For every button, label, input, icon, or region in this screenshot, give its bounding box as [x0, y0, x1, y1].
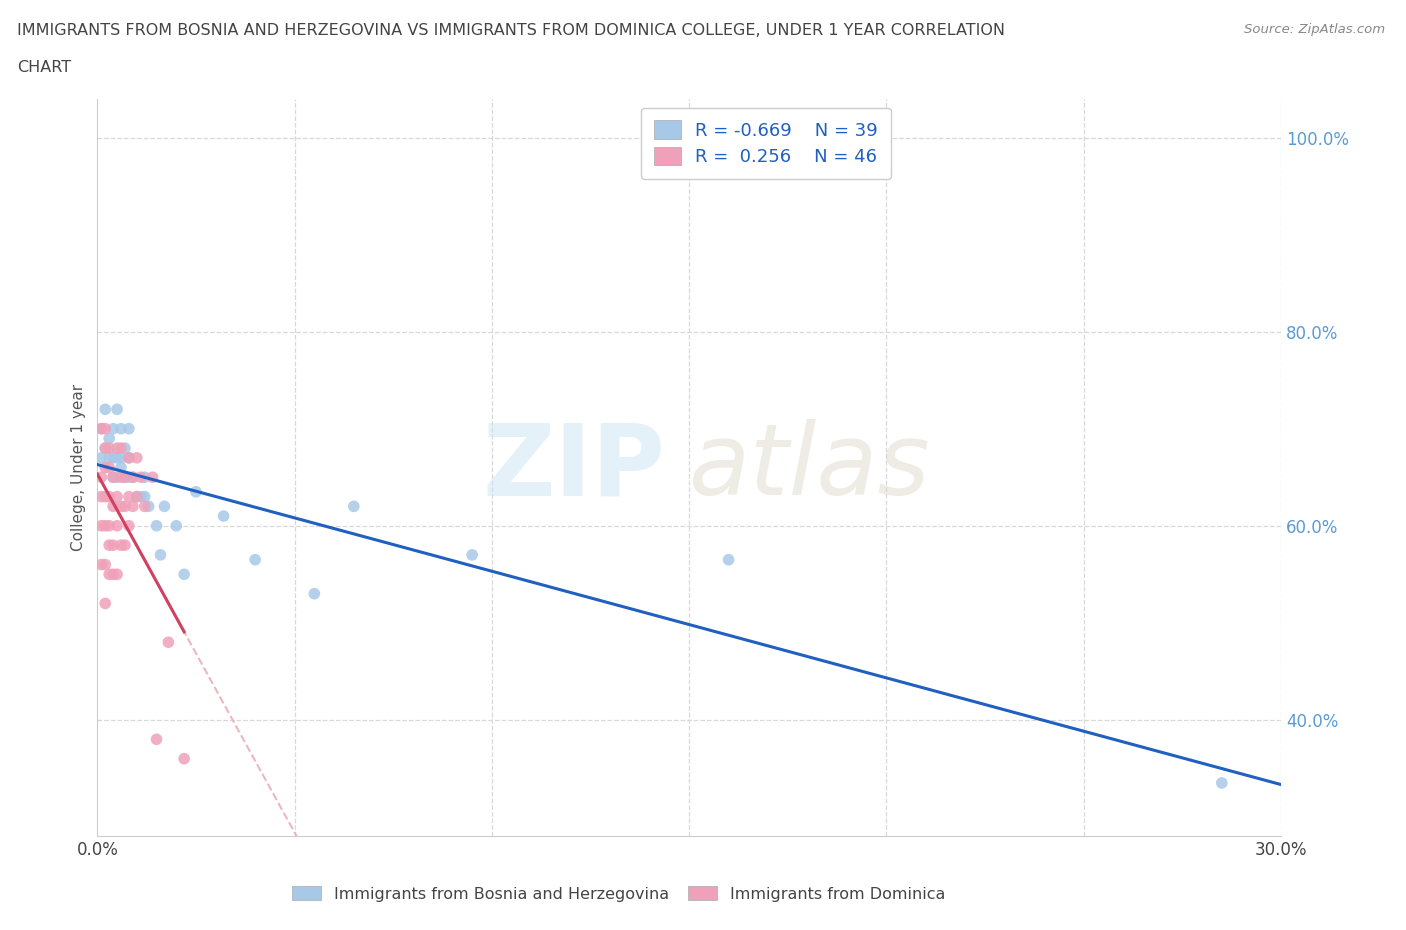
Text: atlas: atlas [689, 419, 931, 516]
Point [110, 450, 132, 465]
Point [129, 489, 152, 504]
Point [90, 470, 112, 485]
Point [94, 557, 117, 572]
Point [105, 489, 128, 504]
Point [118, 421, 141, 436]
Point [243, 552, 266, 567]
Point [98, 518, 121, 533]
Point [90, 518, 112, 533]
Point [110, 498, 132, 513]
Point [129, 470, 152, 485]
Point [90, 450, 112, 465]
Point [118, 470, 141, 485]
Point [343, 498, 366, 513]
Text: ZIP: ZIP [482, 419, 665, 516]
Point [90, 421, 112, 436]
Point [461, 548, 484, 563]
Point [304, 586, 326, 601]
Point [134, 498, 156, 513]
Point [90, 489, 112, 504]
Point [101, 538, 124, 552]
Point [212, 509, 235, 524]
Point [125, 450, 148, 465]
Point [105, 567, 128, 582]
Point [101, 470, 124, 485]
Point [105, 518, 128, 533]
Point [145, 518, 167, 533]
Point [118, 489, 141, 504]
Point [125, 489, 148, 504]
Point [138, 498, 160, 513]
Point [101, 498, 124, 513]
Point [105, 470, 128, 485]
Point [110, 460, 132, 475]
Point [157, 635, 180, 650]
Point [94, 402, 117, 417]
Point [1211, 776, 1233, 790]
Point [94, 441, 117, 456]
Point [90, 557, 112, 572]
Point [125, 489, 148, 504]
Point [98, 567, 121, 582]
Text: Source: ZipAtlas.com: Source: ZipAtlas.com [1244, 23, 1385, 36]
Point [90, 421, 112, 436]
Point [121, 470, 143, 485]
Point [121, 498, 143, 513]
Point [94, 596, 117, 611]
Point [121, 470, 143, 485]
Y-axis label: College, Under 1 year: College, Under 1 year [72, 384, 86, 551]
Point [110, 538, 132, 552]
Point [165, 518, 187, 533]
Point [98, 431, 121, 445]
Point [173, 567, 195, 582]
Point [94, 489, 117, 504]
Point [101, 421, 124, 436]
Point [98, 441, 121, 456]
Legend: R = -0.669    N = 39, R =  0.256    N = 46: R = -0.669 N = 39, R = 0.256 N = 46 [641, 108, 891, 179]
Point [134, 489, 156, 504]
Point [118, 518, 141, 533]
Point [149, 548, 172, 563]
Text: CHART: CHART [17, 60, 70, 75]
Point [98, 538, 121, 552]
Point [142, 470, 165, 485]
Point [98, 489, 121, 504]
Point [114, 470, 136, 485]
Point [101, 567, 124, 582]
Point [110, 441, 132, 456]
Point [98, 450, 121, 465]
Legend: Immigrants from Bosnia and Herzegovina, Immigrants from Dominica: Immigrants from Bosnia and Herzegovina, … [285, 880, 952, 908]
Point [173, 751, 195, 766]
Point [98, 460, 121, 475]
Point [118, 450, 141, 465]
Point [101, 450, 124, 465]
Text: IMMIGRANTS FROM BOSNIA AND HERZEGOVINA VS IMMIGRANTS FROM DOMINICA COLLEGE, UNDE: IMMIGRANTS FROM BOSNIA AND HERZEGOVINA V… [17, 23, 1005, 38]
Point [105, 402, 128, 417]
Point [94, 421, 117, 436]
Point [110, 421, 132, 436]
Point [114, 498, 136, 513]
Point [105, 441, 128, 456]
Point [134, 470, 156, 485]
Point [94, 441, 117, 456]
Point [101, 470, 124, 485]
Point [114, 441, 136, 456]
Point [110, 470, 132, 485]
Point [105, 450, 128, 465]
Point [94, 460, 117, 475]
Point [94, 518, 117, 533]
Point [184, 485, 207, 499]
Point [717, 552, 740, 567]
Point [145, 732, 167, 747]
Point [114, 470, 136, 485]
Point [153, 498, 176, 513]
Point [118, 450, 141, 465]
Point [114, 538, 136, 552]
